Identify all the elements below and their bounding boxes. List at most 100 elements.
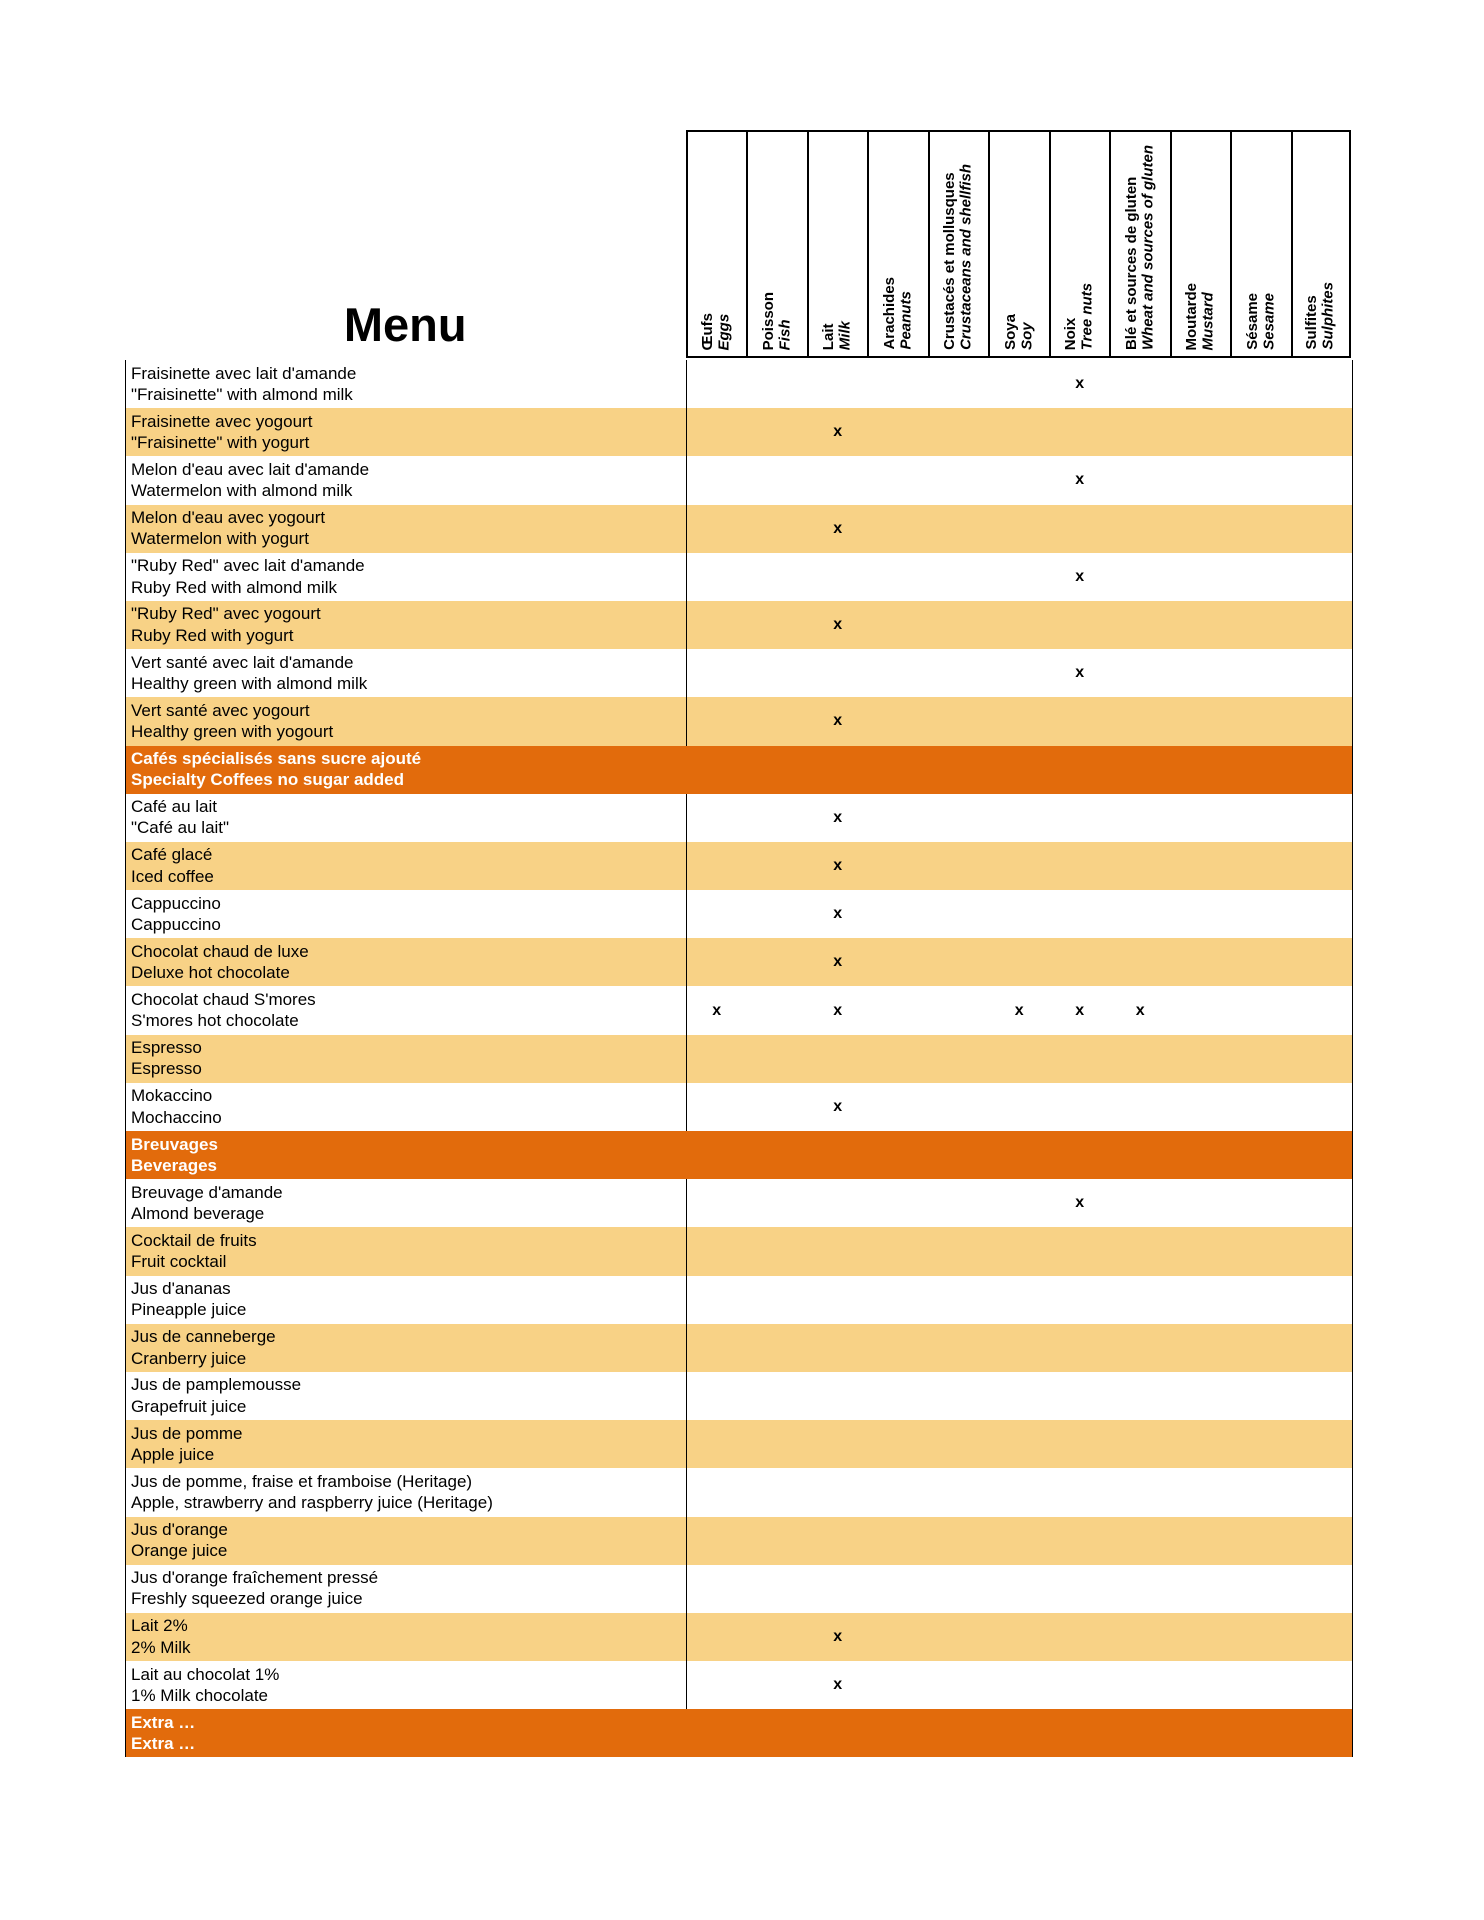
menu-item-label: Jus d'orange fraîchement pressé Freshly s… [126, 1564, 687, 1613]
column-header-label: Soya Soy [1001, 314, 1036, 350]
allergen-cell [1110, 1517, 1171, 1565]
allergen-cell [1292, 1420, 1353, 1468]
column-label-fr: Crustacés et mollusques [941, 172, 959, 350]
allergen-cell [868, 1468, 929, 1516]
allergen-cell [1171, 938, 1232, 986]
item-label-fr: Jus d'orange [131, 1520, 228, 1539]
section-label-en: Extra … [131, 1734, 196, 1754]
item-label-en: Cranberry juice [131, 1348, 247, 1368]
allergen-cell: x [808, 601, 869, 649]
column-header: Blé et sources de gluten Wheat and source… [1109, 130, 1170, 358]
allergen-x-mark: x [833, 1001, 843, 1019]
allergen-cell [1231, 1661, 1292, 1709]
allergen-cell [1292, 1565, 1353, 1613]
column-label-fr: Lait [820, 323, 838, 350]
allergen-cell [929, 890, 990, 938]
allergen-cell [1231, 794, 1292, 842]
allergen-cell [747, 360, 808, 408]
allergen-x-mark: x [833, 953, 843, 971]
item-label-en: 2% Milk [131, 1637, 191, 1657]
allergen-cell [747, 986, 808, 1034]
allergen-cell [1050, 601, 1111, 649]
item-label-fr: Chocolat chaud S'mores [131, 989, 316, 1009]
allergen-cell: x [687, 986, 748, 1034]
item-label-en: Cappuccino [131, 914, 221, 934]
allergen-cell [1110, 601, 1171, 649]
allergen-cell [989, 553, 1050, 601]
allergen-cell [1050, 1035, 1111, 1083]
allergen-cell [1110, 1372, 1171, 1420]
allergen-cell [1292, 1276, 1353, 1324]
allergen-cell [868, 1372, 929, 1420]
allergen-cell [1231, 1083, 1292, 1131]
allergen-cell [1050, 1420, 1111, 1468]
allergen-cell [989, 1420, 1050, 1468]
item-label-en: 1% Milk chocolate [131, 1685, 269, 1705]
allergen-cell [747, 1276, 808, 1324]
allergen-cell [1231, 601, 1292, 649]
allergen-cell: x [808, 1613, 869, 1661]
menu-item-row: Fraisinette avec yogourt "Fraisinette" wi… [126, 408, 1352, 457]
allergen-cell [929, 505, 990, 553]
allergen-cell [687, 1517, 748, 1565]
allergen-cell [1231, 408, 1292, 456]
allergen-cell [1171, 360, 1232, 408]
allergen-cell [989, 1276, 1050, 1324]
allergen-cell: x [808, 505, 869, 553]
allergen-cell [989, 890, 1050, 938]
allergen-cell [868, 553, 929, 601]
allergen-cell [929, 1661, 990, 1709]
allergen-cell [747, 697, 808, 745]
allergen-cell [989, 1083, 1050, 1131]
allergen-cell [808, 1227, 869, 1275]
allergen-cell [1171, 1035, 1232, 1083]
allergen-cell [1110, 1227, 1171, 1275]
allergen-cell [929, 794, 990, 842]
table-body: Fraisinette avec lait d'amande "Fraisinet… [125, 360, 1353, 1758]
allergen-cell [989, 649, 1050, 697]
menu-item-row: Jus de pomme Apple juice [126, 1420, 1353, 1469]
allergen-x-mark: x [1014, 1001, 1024, 1019]
allergen-x-mark: x [833, 905, 843, 923]
allergen-cell [1110, 1035, 1171, 1083]
allergen-cell [687, 649, 748, 697]
column-label-fr: Soya [1001, 314, 1019, 350]
allergen-cell [808, 1372, 869, 1420]
column-header-label: Blé et sources de gluten Wheat and source… [1123, 145, 1157, 350]
item-label-fr: Lait 2% [131, 1616, 188, 1636]
allergen-cell [1292, 1468, 1353, 1516]
menu-item-label: Vert santé avec yogourt Healthy green wit… [126, 697, 687, 746]
column-header: Lait Milk [806, 130, 867, 358]
allergen-cell [747, 1420, 808, 1468]
allergen-cell [929, 697, 990, 745]
column-header-label: Sésame Sesame [1244, 293, 1278, 350]
allergen-cell [868, 1179, 929, 1227]
allergen-cell [1171, 553, 1232, 601]
allergen-cell [1171, 1468, 1232, 1516]
allergen-cell [1110, 1613, 1171, 1661]
allergen-cell [1292, 1661, 1353, 1709]
allergen-cell [747, 794, 808, 842]
allergen-cell [808, 1035, 869, 1083]
allergen-cell [1231, 938, 1292, 986]
allergen-cell [808, 1517, 869, 1565]
allergen-cell [868, 1420, 929, 1468]
allergen-cell [1231, 1324, 1292, 1372]
allergen-x-mark: x [712, 1001, 722, 1019]
allergen-cell [1110, 1661, 1171, 1709]
allergen-cell [1231, 1372, 1292, 1420]
allergen-cell [1231, 1179, 1292, 1227]
allergen-cell: x [808, 697, 869, 745]
allergen-x-mark: x [833, 423, 843, 441]
allergen-cell [1050, 938, 1111, 986]
column-header: Sulfites Sulphites [1290, 130, 1351, 358]
item-label-fr: Cocktail de fruits [131, 1230, 257, 1250]
allergen-cell [1231, 697, 1292, 745]
menu-item-row: Chocolat chaud de luxe Deluxe hot chocola… [126, 938, 1352, 987]
allergen-cell: x [808, 1661, 869, 1709]
allergen-cell [747, 649, 808, 697]
allergen-x-mark: x [833, 808, 843, 826]
allergen-cell [1292, 360, 1353, 408]
allergen-cell [1050, 1661, 1111, 1709]
allergen-cell [687, 1276, 748, 1324]
